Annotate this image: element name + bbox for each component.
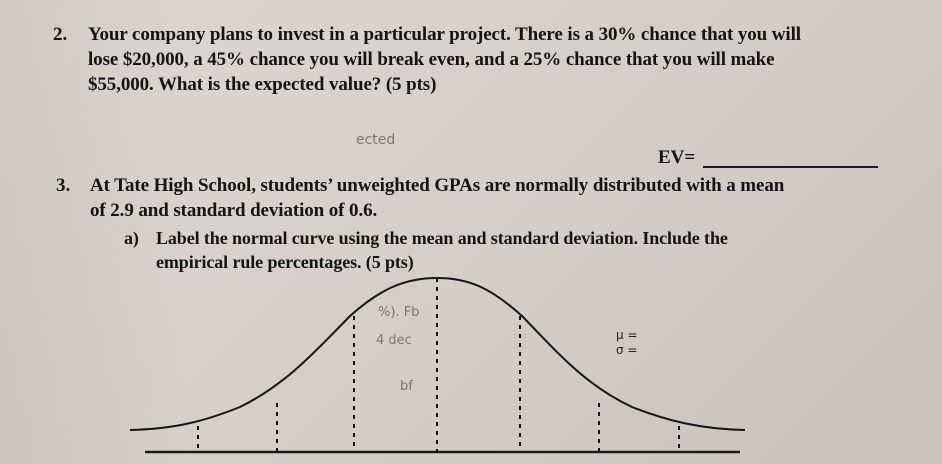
pencil-mark-bf: bf (400, 379, 413, 394)
pencil-mark-dec: 4 dec (376, 333, 412, 348)
question-2-line-3: $55,000. What is the expected value? (5 … (88, 74, 437, 95)
question-2-line-1: Your company plans to invest in a partic… (88, 24, 801, 45)
parameter-labels: μ = σ = (616, 328, 638, 358)
question-3-number: 3. (56, 175, 71, 196)
question-3-line-1: At Tate High School, students’ unweighte… (90, 175, 785, 196)
expected-value-answer[interactable]: EV= (640, 147, 890, 173)
part-a-label: a) (124, 228, 139, 248)
sigma-label: σ = (616, 343, 638, 357)
normal-curve-diagram: %). Fb 4 dec bf (129, 276, 746, 454)
part-a-line-2: empirical rule percentages. (5 pts) (156, 252, 414, 272)
ev-answer-line (703, 166, 878, 168)
mu-label: μ = (616, 328, 638, 342)
question-3-line-2: of 2.9 and standard deviation of 0.6. (90, 200, 378, 221)
question-2-number: 2. (53, 24, 68, 45)
part-a-line-1: Label the normal curve using the mean an… (156, 228, 728, 248)
pencil-mark-fb: %). Fb (378, 305, 419, 320)
ev-label: EV= (658, 147, 696, 168)
question-2-line-2: lose $20,000, a 45% chance you will brea… (88, 49, 775, 70)
pencil-mark-ected: ected (356, 132, 396, 148)
